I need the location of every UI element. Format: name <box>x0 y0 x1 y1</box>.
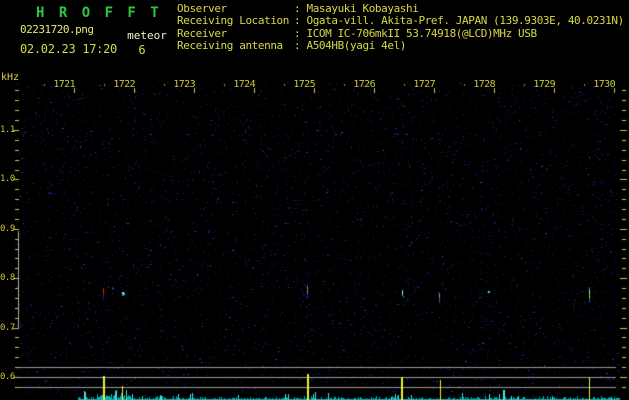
x-tick-label: 1724 <box>233 79 255 90</box>
observation-row-separator: : <box>294 26 301 40</box>
observation-row-separator: : <box>294 2 301 15</box>
x-tick-label: 1727 <box>413 79 435 90</box>
x-tick-label: 1726 <box>353 79 375 90</box>
y-axis-unit-label: kHz <box>1 72 20 83</box>
x-tick-label: 1728 <box>473 79 495 90</box>
x-tick-label: 1729 <box>533 79 555 90</box>
y-tick-label: 0.9 <box>0 224 15 234</box>
observation-row: Receiving Location: Ogata-vill. Akita-Pr… <box>177 14 624 27</box>
y-tick-label: 1.0 <box>0 174 15 184</box>
observation-row-value: A504HB(yagi 4el) <box>306 38 407 52</box>
y-tick-label: 1.1 <box>0 125 15 135</box>
observation-row: Receiver: ICOM IC-706mkII 53.74918(@LCD)… <box>177 27 537 40</box>
x-tick-label: 1725 <box>293 79 315 90</box>
mode-label: meteor <box>127 29 167 42</box>
x-tick-label: 1723 <box>173 79 195 90</box>
observation-row-label: Receiving Location <box>177 14 290 28</box>
date-time-label: 02.02.23 17:20 <box>20 42 117 56</box>
observation-row: Observer: Masayuki Kobayashi <box>177 2 419 15</box>
y-tick-label: 0.7 <box>0 323 15 333</box>
meteor-count: 6 <box>138 43 146 57</box>
observation-row-value: ICOM IC-706mkII 53.74918(@LCD)MHz USB <box>306 26 537 40</box>
x-tick-label: 1730 <box>593 79 615 90</box>
output-filename: 02231720.png <box>20 23 94 36</box>
observation-row-separator: : <box>294 38 301 52</box>
observation-row-label: Receiver <box>177 26 227 40</box>
observation-row-value: Ogata-vill. Akita-Pref. JAPAN (139.9303E… <box>306 14 624 28</box>
observation-row-value: Masayuki Kobayashi <box>306 2 419 15</box>
app-title: H R O F F T <box>36 5 162 21</box>
y-tick-label: 0.6 <box>0 372 15 382</box>
observation-row-label: Observer <box>177 2 227 15</box>
x-tick-label: 1722 <box>113 79 135 90</box>
observation-row-label: Receiving antenna <box>177 38 283 52</box>
observation-row-separator: : <box>294 14 301 28</box>
observation-row: Receiving antenna: A504HB(yagi 4el) <box>177 39 406 52</box>
y-tick-label: 0.8 <box>0 273 15 283</box>
x-tick-label: 1721 <box>53 79 75 90</box>
